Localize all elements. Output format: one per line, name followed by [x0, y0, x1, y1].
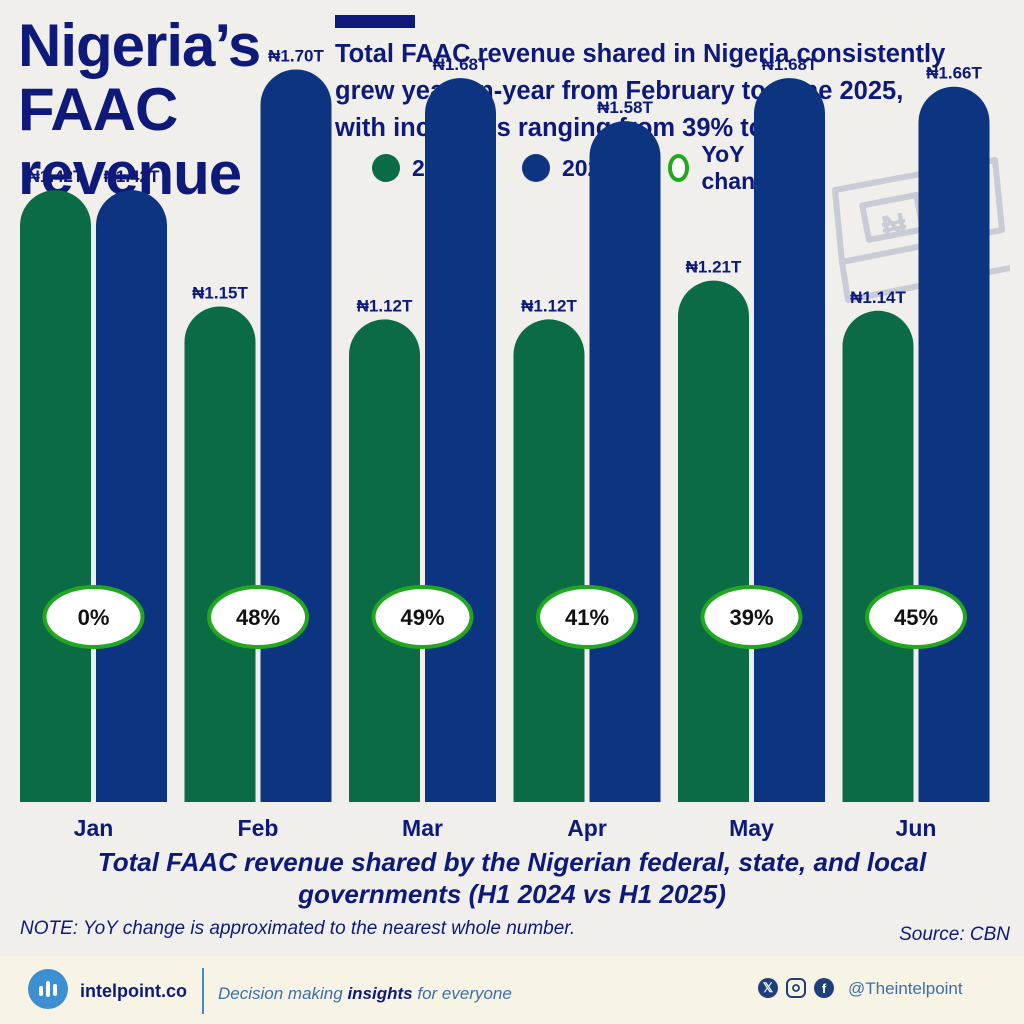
title-line: FAAC [18, 76, 178, 143]
data-label: ₦1.70T [268, 46, 324, 65]
yoy-label: 48% [236, 605, 280, 630]
instagram-icon[interactable] [786, 978, 806, 998]
bar-2025-may [754, 78, 825, 802]
yoy-badge [865, 585, 967, 649]
bar-2025-mar [425, 78, 496, 802]
data-label: ₦1.15T [192, 283, 248, 302]
data-label: ₦1.12T [521, 296, 577, 315]
data-label: ₦1.21T [686, 258, 742, 277]
caption-line: governments (H1 2024 vs H1 2025) [298, 879, 726, 909]
data-label: ₦1.58T [597, 98, 653, 117]
yoy-label: 49% [400, 605, 444, 630]
brand-name[interactable]: intelpoint.co [80, 981, 187, 1001]
title-line: Nigeria’s [18, 12, 261, 79]
tagline: Decision making insights for everyone [218, 984, 512, 1003]
yoy-badge [536, 585, 638, 649]
x-tick-label: Jun [896, 815, 937, 841]
footer: intelpoint.co Decision making insights f… [0, 956, 1024, 1024]
bar-2024-jun [842, 310, 914, 802]
source-label: Source: CBN [899, 924, 1010, 945]
x-icon[interactable]: 𝕏 [758, 978, 778, 998]
caption-line: Total FAAC revenue shared by the Nigeria… [97, 847, 927, 877]
x-tick-label: Jan [74, 815, 114, 841]
data-label: ₦1.42T [104, 167, 160, 186]
bar-2024-feb [184, 306, 256, 802]
x-tick-label: May [729, 815, 774, 841]
chart-caption: Total FAAC revenue shared by the Nigeria… [0, 846, 1024, 910]
legend-ring-icon [668, 154, 690, 182]
yoy-badge [371, 585, 474, 649]
x-tick-label: Feb [238, 815, 279, 841]
data-label: ₦1.42T [28, 167, 84, 186]
facebook-icon[interactable]: f [814, 978, 834, 998]
accent-bar [335, 15, 415, 28]
yoy-label: 0% [78, 605, 110, 630]
x-tick-label: Mar [402, 815, 443, 841]
bar-2024-mar [349, 319, 420, 802]
page-title: Nigeria’s FAAC revenue [18, 12, 261, 206]
footnote: NOTE: YoY change is approximated to the … [20, 918, 576, 939]
bar-2024-may [678, 280, 749, 802]
yoy-badge [700, 585, 803, 649]
x-tick-label: Apr [567, 815, 607, 841]
yoy-label: 45% [894, 605, 938, 630]
data-label: ₦1.68T [762, 55, 818, 74]
yoy-label: 39% [729, 605, 773, 630]
bar-2025-apr [589, 121, 661, 803]
bar-2024-apr [513, 319, 585, 802]
subtitle-line: Total FAAC revenue shared in Nigeria con… [335, 40, 946, 68]
data-label: ₦1.12T [357, 296, 413, 315]
legend-dot-icon [372, 154, 400, 182]
social-links: 𝕏 f [758, 978, 834, 998]
footer-divider [202, 968, 204, 1014]
bar-2025-jun [918, 86, 990, 802]
bar-2025-feb [260, 69, 332, 802]
bar-chart: ₦1.42T ₦1.42T 0% Jan ₦1.15T ₦1.70T 48% Feb ₦1.12… [20, 46, 990, 841]
yoy-label: 41% [565, 605, 609, 630]
data-label: ₦1.14T [850, 288, 906, 307]
yoy-badge [42, 585, 145, 649]
data-label: ₦1.68T [433, 55, 489, 74]
bar-2024-jan [20, 190, 91, 802]
legend-dot-icon [522, 154, 550, 182]
subtitle-line: with increases ranging from 39% to 49% [335, 114, 823, 142]
logo-icon [28, 969, 68, 1009]
data-label: ₦1.66T [926, 64, 982, 83]
yoy-badge [207, 585, 309, 649]
bar-2025-jan [96, 190, 167, 802]
social-handle[interactable]: @Theintelpoint [848, 979, 963, 998]
